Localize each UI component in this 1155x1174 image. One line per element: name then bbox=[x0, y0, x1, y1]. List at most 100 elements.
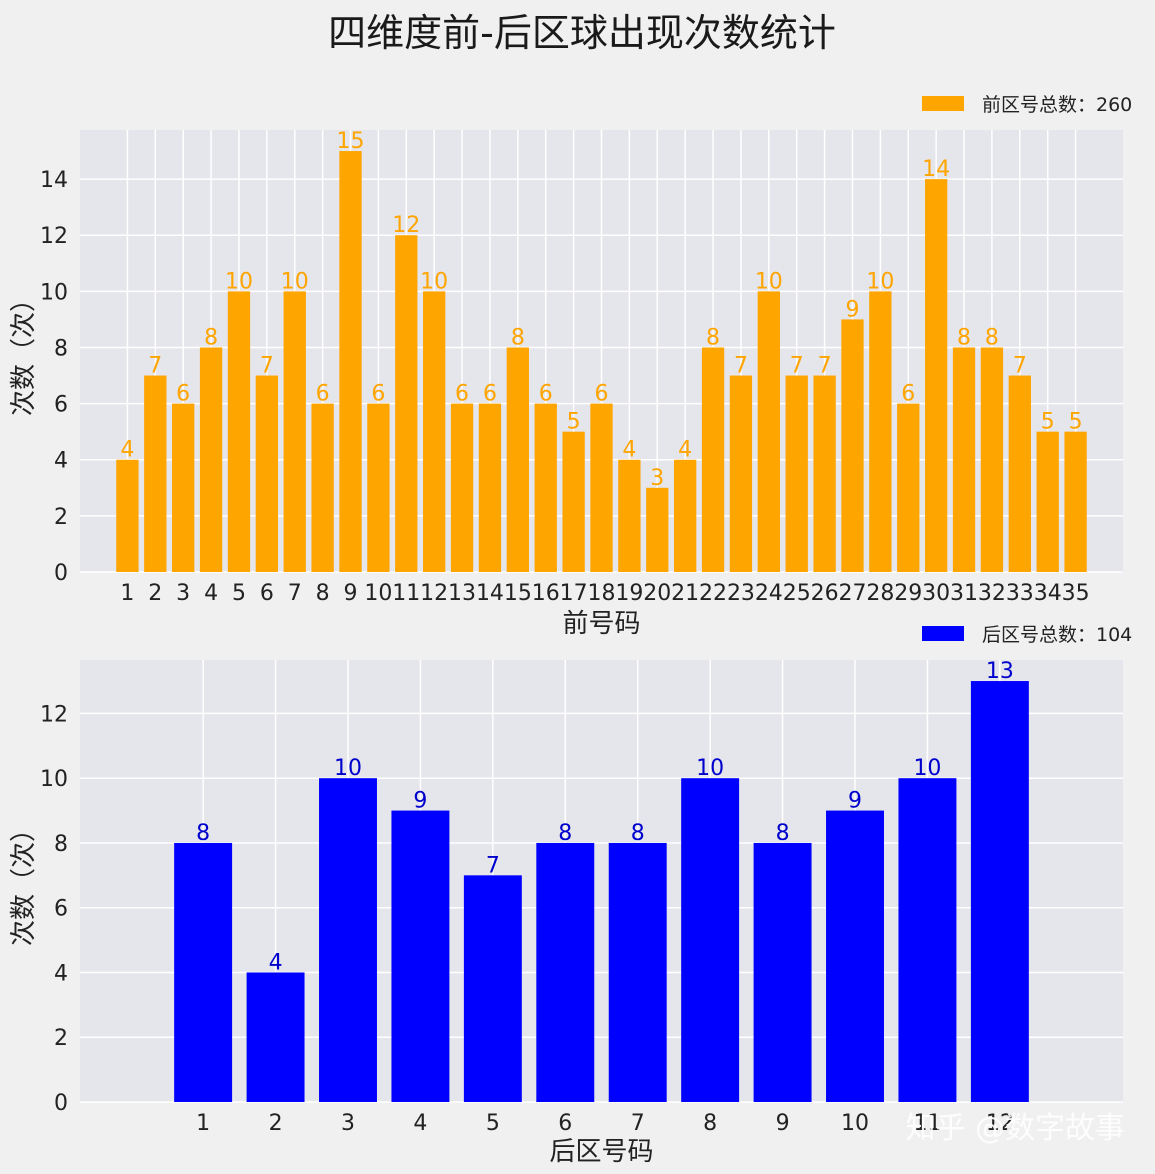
bar bbox=[785, 375, 808, 572]
x-tick-label: 23 bbox=[727, 581, 755, 606]
data-label: 10 bbox=[281, 269, 309, 294]
y-tick-label: 4 bbox=[54, 961, 68, 986]
bar bbox=[1008, 375, 1031, 572]
x-tick-label: 6 bbox=[558, 1111, 572, 1136]
chart-title: 四维度前-后区球出现次数统计 bbox=[328, 11, 836, 55]
data-label: 6 bbox=[371, 382, 385, 407]
x-tick-label: 26 bbox=[811, 581, 839, 606]
data-label: 6 bbox=[455, 382, 469, 407]
bar bbox=[729, 375, 753, 572]
data-label: 6 bbox=[539, 382, 553, 407]
y-tick-label: 2 bbox=[54, 505, 68, 530]
x-tick-label: 5 bbox=[232, 581, 246, 606]
plot-area bbox=[80, 660, 1123, 1102]
bar bbox=[813, 375, 836, 572]
bar bbox=[826, 810, 884, 1102]
data-label: 5 bbox=[567, 410, 581, 435]
data-label: 6 bbox=[595, 382, 609, 407]
bar bbox=[478, 403, 502, 572]
legend-swatch bbox=[922, 96, 964, 111]
y-tick-label: 10 bbox=[40, 767, 68, 792]
x-tick-label: 7 bbox=[631, 1111, 645, 1136]
bar bbox=[227, 291, 251, 572]
data-label: 10 bbox=[334, 756, 362, 781]
x-tick-label: 10 bbox=[364, 581, 392, 606]
x-tick-label: 8 bbox=[316, 581, 330, 606]
legend-label: 后区号总数：104 bbox=[982, 624, 1132, 646]
x-tick-label: 33 bbox=[1006, 581, 1034, 606]
bar bbox=[1036, 431, 1059, 572]
x-tick-label: 28 bbox=[866, 581, 894, 606]
y-axis-label: 次数（次） bbox=[9, 816, 39, 946]
bar bbox=[701, 347, 725, 572]
bar bbox=[757, 291, 780, 572]
bar bbox=[246, 972, 305, 1102]
bar bbox=[319, 778, 377, 1102]
y-tick-label: 6 bbox=[54, 393, 68, 418]
x-tick-label: 20 bbox=[643, 581, 671, 606]
bar bbox=[506, 347, 529, 572]
data-label: 10 bbox=[420, 269, 448, 294]
data-label: 6 bbox=[316, 382, 330, 407]
bar bbox=[339, 151, 362, 573]
x-tick-label: 9 bbox=[344, 581, 358, 606]
x-tick-label: 16 bbox=[532, 581, 560, 606]
y-tick-label: 12 bbox=[40, 702, 68, 727]
bar bbox=[534, 403, 557, 572]
y-axis-label: 次数（次） bbox=[9, 286, 39, 416]
bar bbox=[562, 431, 585, 572]
x-tick-label: 25 bbox=[783, 581, 811, 606]
bar bbox=[841, 319, 864, 572]
x-tick-label: 2 bbox=[269, 1111, 283, 1136]
data-label: 5 bbox=[1041, 410, 1055, 435]
bar bbox=[590, 403, 613, 572]
x-tick-label: 32 bbox=[978, 581, 1006, 606]
bar bbox=[536, 842, 595, 1102]
bar bbox=[952, 347, 976, 572]
bar bbox=[970, 681, 1029, 1102]
data-label: 10 bbox=[755, 269, 783, 294]
bar bbox=[144, 375, 167, 572]
data-label: 14 bbox=[922, 157, 950, 182]
y-tick-label: 0 bbox=[54, 1091, 68, 1116]
data-label: 12 bbox=[392, 213, 420, 238]
data-label: 9 bbox=[845, 297, 859, 322]
bar bbox=[255, 375, 279, 572]
data-label: 4 bbox=[269, 950, 283, 975]
y-tick-label: 8 bbox=[54, 336, 68, 361]
x-tick-label: 24 bbox=[755, 581, 783, 606]
bar bbox=[395, 235, 418, 572]
y-tick-label: 0 bbox=[54, 561, 68, 586]
bar bbox=[869, 291, 892, 572]
x-tick-label: 1 bbox=[196, 1111, 210, 1136]
y-tick-label: 4 bbox=[54, 449, 68, 474]
y-tick-label: 8 bbox=[54, 832, 68, 857]
x-tick-label: 11 bbox=[392, 581, 420, 606]
bar bbox=[618, 459, 641, 572]
data-label: 6 bbox=[483, 382, 497, 407]
bar bbox=[311, 403, 334, 572]
bar bbox=[681, 778, 740, 1102]
data-label: 10 bbox=[866, 269, 894, 294]
data-label: 8 bbox=[957, 325, 971, 350]
bar bbox=[391, 810, 450, 1102]
y-tick-label: 2 bbox=[54, 1026, 68, 1051]
data-label: 8 bbox=[196, 821, 210, 846]
data-label: 8 bbox=[776, 821, 790, 846]
y-tick-label: 14 bbox=[40, 168, 68, 193]
bar bbox=[646, 487, 669, 572]
data-label: 4 bbox=[678, 438, 692, 463]
x-tick-label: 5 bbox=[486, 1111, 500, 1136]
x-tick-label: 3 bbox=[341, 1111, 355, 1136]
bar bbox=[898, 778, 957, 1102]
data-label: 13 bbox=[986, 659, 1014, 684]
x-tick-label: 9 bbox=[776, 1111, 790, 1136]
x-tick-label: 34 bbox=[1034, 581, 1062, 606]
data-label: 8 bbox=[558, 821, 572, 846]
bar bbox=[608, 842, 667, 1102]
x-tick-label: 27 bbox=[838, 581, 866, 606]
bar bbox=[423, 291, 446, 572]
